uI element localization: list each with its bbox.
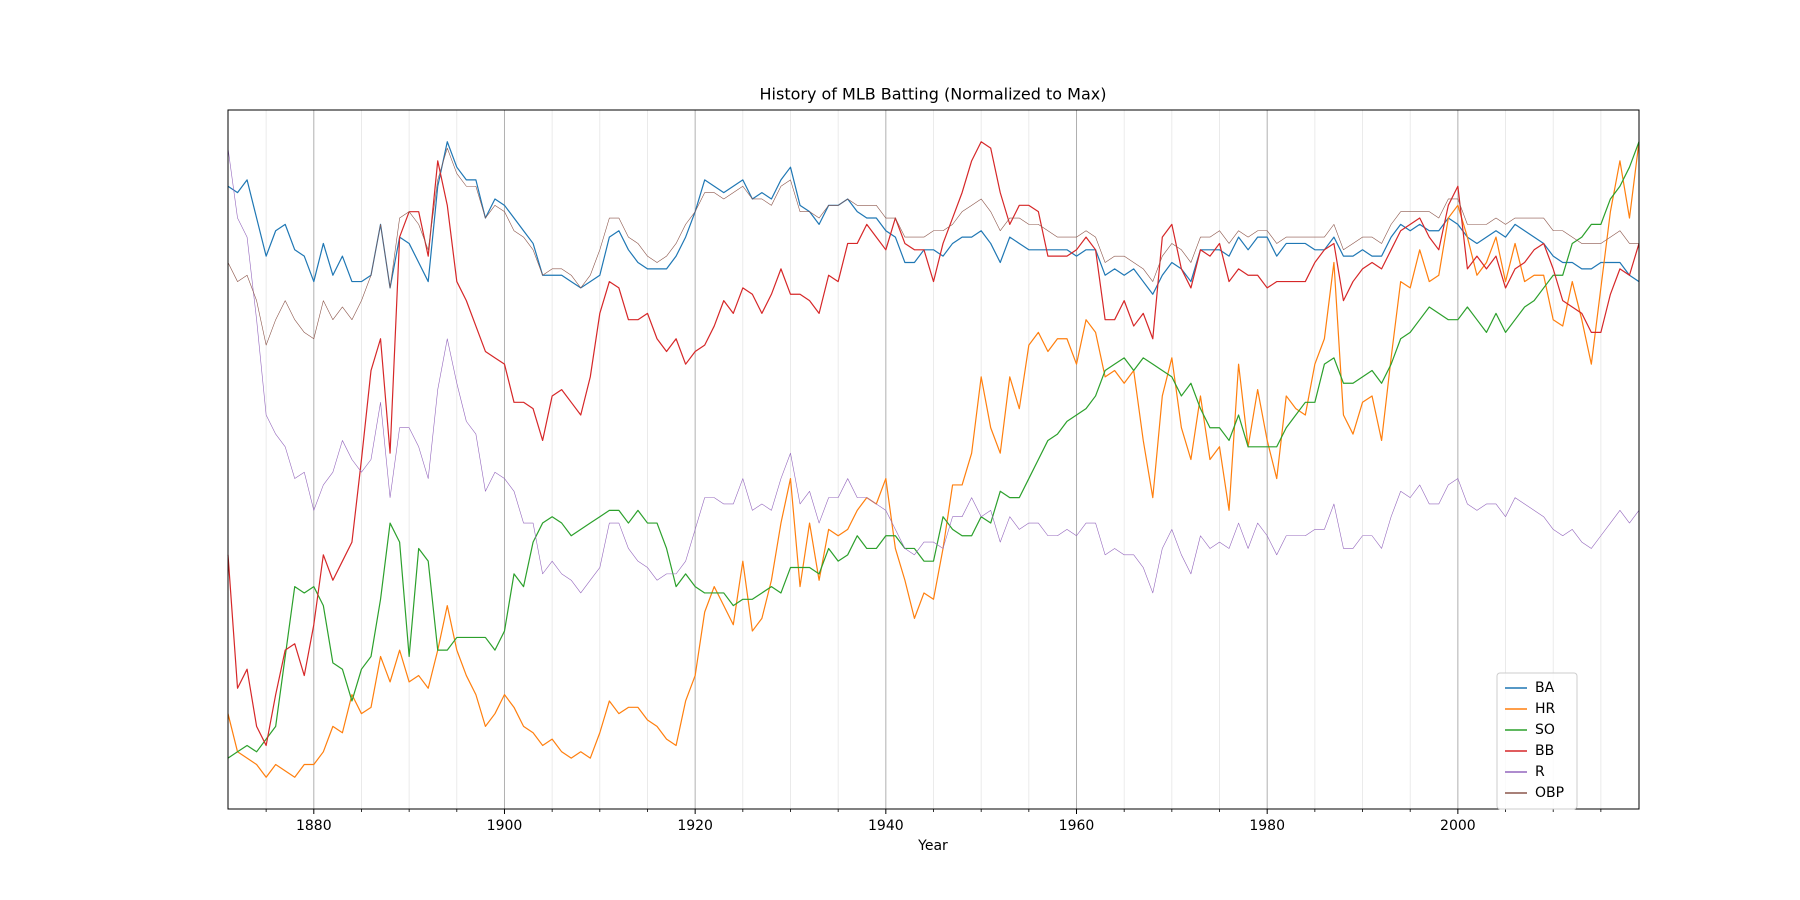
series-line (227, 147, 1639, 346)
legend-label: OBP (1535, 785, 1564, 801)
series-line (227, 141, 1640, 778)
legend-label: BA (1535, 680, 1555, 696)
legend: BA HR SO BB R OBP (1496, 672, 1578, 810)
legend-label: BB (1535, 743, 1554, 759)
legend-label: R (1535, 764, 1545, 780)
legend-label: SO (1535, 722, 1555, 738)
x-tick-label: 2000 (1440, 818, 1476, 834)
x-tick-label: 1980 (1249, 818, 1285, 834)
plot-frame (227, 109, 1640, 810)
x-tick-label: 1920 (677, 818, 713, 834)
legend-box (1496, 672, 1578, 810)
series-line (227, 148, 1640, 594)
x-tick-label: 1940 (868, 818, 904, 834)
x-tick-label: 1960 (1059, 818, 1095, 834)
legend-label: HR (1535, 701, 1556, 717)
chart-title: History of MLB Batting (Normalized to Ma… (760, 85, 1107, 104)
series-line (227, 141, 1640, 295)
series-line (227, 141, 1640, 759)
x-tick-label: 1880 (296, 818, 332, 834)
x-axis-label: Year (917, 838, 948, 854)
series-line (227, 141, 1640, 747)
x-tick-label: 1900 (487, 818, 523, 834)
